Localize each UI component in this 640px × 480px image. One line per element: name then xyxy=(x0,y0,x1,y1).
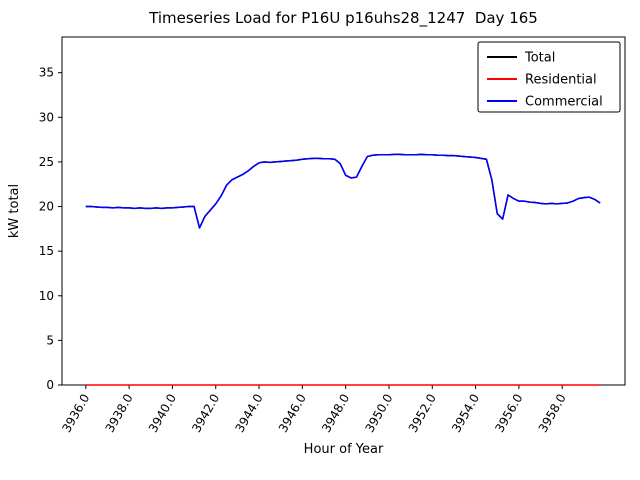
series-line-commercial xyxy=(85,153,601,229)
y-axis-label: kW total xyxy=(7,184,22,238)
x-tick-label: 3952.0 xyxy=(406,392,439,435)
series-line-total xyxy=(85,153,601,229)
x-tick-label: 3950.0 xyxy=(362,392,395,435)
legend-box xyxy=(477,41,621,113)
x-tick-label: 3956.0 xyxy=(492,392,525,435)
y-tick-label: 20 xyxy=(39,200,54,214)
y-tick-label: 0 xyxy=(46,378,54,392)
x-tick-label: 3958.0 xyxy=(536,392,569,435)
x-tick-label: 3948.0 xyxy=(319,392,352,435)
y-tick-label: 30 xyxy=(39,110,54,124)
legend-label-total: Total xyxy=(524,51,555,66)
legend-label-residential: Residential xyxy=(525,73,597,88)
x-tick-label: 3936.0 xyxy=(59,392,92,435)
x-tick-label: 3938.0 xyxy=(103,392,136,435)
x-tick-label: 3954.0 xyxy=(449,392,482,435)
y-tick-label: 10 xyxy=(39,289,54,303)
x-tick-label: 3942.0 xyxy=(189,392,222,435)
x-tick-label: 3944.0 xyxy=(233,392,266,435)
y-tick-label: 15 xyxy=(39,244,54,258)
x-axis-label: Hour of Year xyxy=(304,442,384,457)
y-tick-label: 25 xyxy=(39,155,54,169)
y-tick-label: 5 xyxy=(46,333,54,347)
x-tick-label: 3940.0 xyxy=(146,392,179,435)
legend-label-commercial: Commercial xyxy=(525,95,603,110)
x-tick-label: 3946.0 xyxy=(276,392,309,435)
y-tick-label: 35 xyxy=(39,66,54,80)
chart-title: Timeseries Load for P16U p16uhs28_1247 D… xyxy=(148,9,538,28)
